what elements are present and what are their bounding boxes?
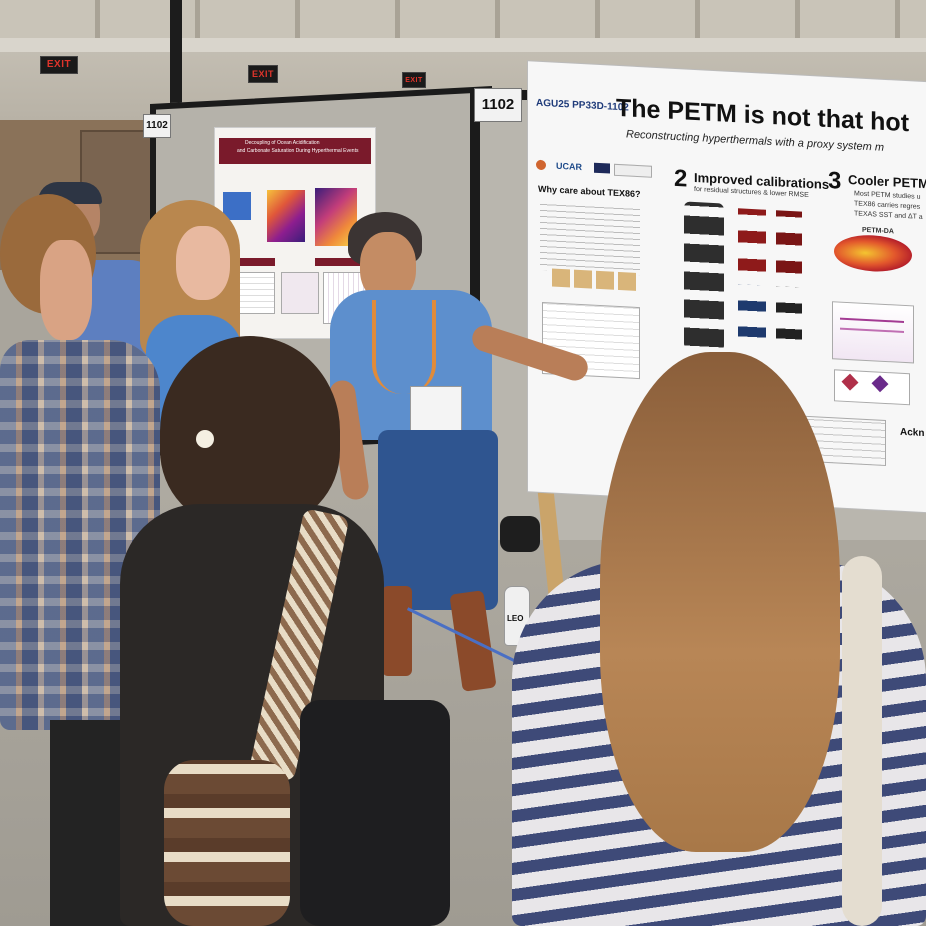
dark-hair-woman-hair — [160, 336, 340, 526]
pole — [170, 0, 182, 112]
dark-pants — [300, 700, 450, 926]
wall-beam — [0, 38, 926, 52]
exit-sign: EXIT — [402, 72, 426, 88]
presenter-jeans — [378, 430, 498, 610]
woven-bag — [164, 760, 290, 926]
left-poster-title-2: and Carbonate Saturation During Hyperthe… — [237, 148, 359, 154]
left-poster-heatmap — [267, 190, 305, 242]
floor-bag — [500, 516, 540, 552]
long-hair — [600, 352, 840, 852]
name-badge — [410, 386, 462, 436]
lanyard — [372, 300, 436, 394]
petm-map — [834, 233, 912, 274]
section-3-bullet: TEXAS SST and ΔT a — [854, 210, 923, 221]
section-3-heading: Cooler PETM — [848, 172, 926, 192]
board-number-right: 1102 — [474, 88, 522, 122]
blonde-woman-face — [176, 226, 230, 300]
left-poster-title: Decoupling of Ocean Acidification — [245, 140, 320, 146]
exit-sign: EXIT — [248, 65, 278, 83]
left-poster-blue-plot — [223, 192, 251, 220]
section-2-number: 2 — [674, 164, 688, 193]
section-2-red-marks — [776, 210, 802, 282]
logo-block — [594, 162, 610, 174]
section-1-boxes — [552, 268, 638, 292]
left-poster-header — [219, 138, 371, 164]
cowboy-boot — [382, 586, 412, 676]
section-2-blue-marks — [738, 284, 766, 346]
section-1-text — [540, 199, 640, 276]
section-3-diamonds — [834, 369, 910, 406]
exit-sign: EXIT — [40, 56, 78, 74]
hair-clip-flower — [196, 430, 214, 448]
poster-logos: UCAR — [556, 160, 582, 173]
logo-dot — [536, 159, 546, 171]
left-poster-chart — [281, 272, 319, 314]
plaid-man-face — [40, 240, 92, 340]
left-poster-header-bar — [315, 258, 371, 266]
section-3-bullet: TEX86 carries regres — [854, 200, 921, 211]
left-poster-header-bar — [219, 258, 275, 266]
back-wall-panels — [0, 0, 926, 40]
map-label: PETM-DA — [862, 226, 894, 236]
board-number-left: 1102 — [143, 114, 171, 138]
section-3-number: 3 — [828, 166, 842, 195]
poster-id: AGU25 PP33D-1102 — [536, 97, 629, 114]
section-2-maps — [684, 201, 724, 352]
tote-bag-strap — [842, 556, 882, 926]
bottle-label: LEO — [507, 614, 524, 623]
section-2-red-marks — [738, 208, 766, 280]
section-2-dark-marks — [776, 286, 802, 348]
section-3-bullet: Most PETM studies u — [854, 190, 921, 201]
logo-block — [614, 163, 652, 178]
section-1-heading: Why care about TEX86? — [538, 183, 641, 200]
ack-heading: Ackn — [900, 426, 925, 440]
